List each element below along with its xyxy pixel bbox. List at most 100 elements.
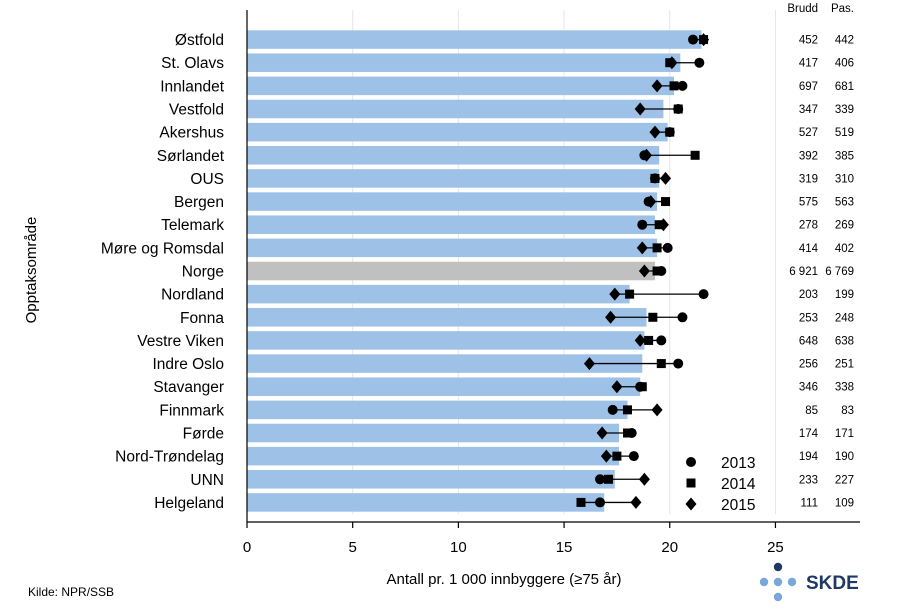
point-2015 bbox=[583, 357, 595, 371]
point-2013 bbox=[673, 358, 684, 369]
category-label: Helgeland bbox=[154, 495, 224, 512]
point-2013 bbox=[656, 335, 667, 346]
table-cell: 233 bbox=[799, 474, 818, 486]
legend-label: 2013 bbox=[721, 455, 755, 472]
point-2013 bbox=[662, 242, 673, 253]
point-2014 bbox=[622, 428, 632, 438]
bar bbox=[247, 354, 643, 373]
table-cell: 171 bbox=[835, 428, 854, 440]
table-cell: 563 bbox=[835, 197, 854, 209]
point-2013 bbox=[694, 57, 705, 68]
category-label: Vestre Viken bbox=[137, 333, 224, 350]
legend-item: 2013 bbox=[686, 455, 755, 472]
point-2015 bbox=[611, 380, 623, 394]
bar bbox=[247, 308, 647, 327]
data-table: Brudd Pas. 452 442 417 406 697 681 347 339 527 519 3… bbox=[787, 3, 854, 509]
bar bbox=[247, 169, 660, 188]
point-2014 bbox=[665, 127, 675, 137]
point-2014 bbox=[652, 266, 662, 276]
table-cell: 203 bbox=[799, 289, 818, 301]
point-2014 bbox=[612, 451, 622, 461]
legend-label: 2015 bbox=[721, 497, 755, 514]
category-label: OUS bbox=[190, 171, 224, 188]
legend-marker-2014 bbox=[686, 478, 696, 488]
category-label: Innlandet bbox=[160, 78, 224, 95]
bar bbox=[247, 493, 605, 512]
table-header: Brudd bbox=[787, 3, 818, 15]
x-tick-label: 5 bbox=[349, 539, 357, 556]
legend: 2013 2014 2015 bbox=[685, 455, 756, 514]
point-2015 bbox=[636, 241, 648, 255]
point-2015 bbox=[638, 264, 650, 278]
table-cell: 190 bbox=[835, 451, 854, 463]
bar bbox=[247, 470, 615, 489]
table-cell: 199 bbox=[835, 289, 854, 301]
table-cell: 346 bbox=[799, 382, 818, 394]
x-tick-label: 25 bbox=[767, 539, 784, 556]
point-2013 bbox=[677, 312, 688, 323]
category-label: UNN bbox=[190, 472, 224, 489]
point-2015 bbox=[657, 218, 669, 232]
table-cell: 638 bbox=[835, 335, 854, 347]
bar bbox=[247, 146, 660, 165]
point-2014 bbox=[673, 104, 683, 114]
point-2015 bbox=[660, 171, 672, 185]
table-cell: 385 bbox=[835, 150, 854, 162]
point-2015 bbox=[638, 472, 650, 486]
category-label: Nordland bbox=[161, 287, 224, 304]
bar bbox=[247, 284, 630, 304]
point-2013 bbox=[607, 404, 618, 415]
point-2014 bbox=[650, 173, 660, 183]
table-cell: 6 769 bbox=[825, 266, 854, 278]
table-cell: 6 921 bbox=[789, 266, 818, 278]
x-tick-label: 20 bbox=[661, 539, 678, 556]
bar bbox=[247, 53, 681, 72]
category-label: Stavanger bbox=[153, 379, 224, 396]
category-label: St. Olavs bbox=[161, 55, 224, 72]
bar bbox=[247, 377, 641, 396]
table-cell: 269 bbox=[835, 220, 854, 232]
point-2013 bbox=[595, 474, 606, 485]
point-2014 bbox=[652, 243, 662, 253]
point-2014 bbox=[576, 497, 586, 507]
point-2015 bbox=[651, 403, 663, 417]
bar bbox=[247, 215, 655, 234]
point-2013 bbox=[698, 289, 709, 300]
point-2013 bbox=[637, 219, 648, 230]
point-2015 bbox=[600, 449, 612, 463]
table-cell: 227 bbox=[835, 474, 854, 486]
point-2013 bbox=[677, 80, 688, 91]
bar bbox=[247, 99, 664, 119]
x-tick-label: 10 bbox=[450, 539, 467, 556]
point-2014 bbox=[648, 312, 658, 322]
legend-item: 2015 bbox=[685, 497, 755, 514]
point-2015 bbox=[634, 102, 646, 116]
table-cell: 248 bbox=[835, 312, 854, 324]
bar bbox=[247, 446, 620, 466]
point-2013 bbox=[595, 497, 606, 508]
table-cell: 310 bbox=[835, 173, 854, 185]
table-cell: 251 bbox=[835, 359, 854, 371]
category-labels: Østfold St. Olavs Innlandet Vestfold Akershu… bbox=[101, 32, 225, 512]
table-cell: 392 bbox=[799, 150, 818, 162]
point-2015 bbox=[605, 310, 617, 324]
point-2015 bbox=[645, 195, 657, 209]
bar bbox=[247, 400, 628, 420]
point-2014 bbox=[622, 405, 632, 415]
table-cell: 83 bbox=[841, 405, 854, 417]
table-cell: 256 bbox=[799, 359, 818, 371]
table-cell: 194 bbox=[799, 451, 819, 463]
point-2015 bbox=[609, 287, 621, 301]
table-cell: 174 bbox=[799, 428, 819, 440]
logo-text: SKDE bbox=[806, 573, 859, 594]
category-label: Bergen bbox=[174, 194, 224, 211]
logo-dots-icon bbox=[759, 562, 797, 602]
point-2015 bbox=[641, 148, 653, 162]
category-label: Indre Oslo bbox=[152, 356, 224, 373]
table-cell: 519 bbox=[835, 127, 854, 139]
bar bbox=[247, 192, 658, 211]
point-2014 bbox=[669, 81, 679, 91]
table-cell: 527 bbox=[799, 127, 818, 139]
bar bbox=[247, 122, 668, 142]
point-2013 bbox=[688, 34, 699, 45]
